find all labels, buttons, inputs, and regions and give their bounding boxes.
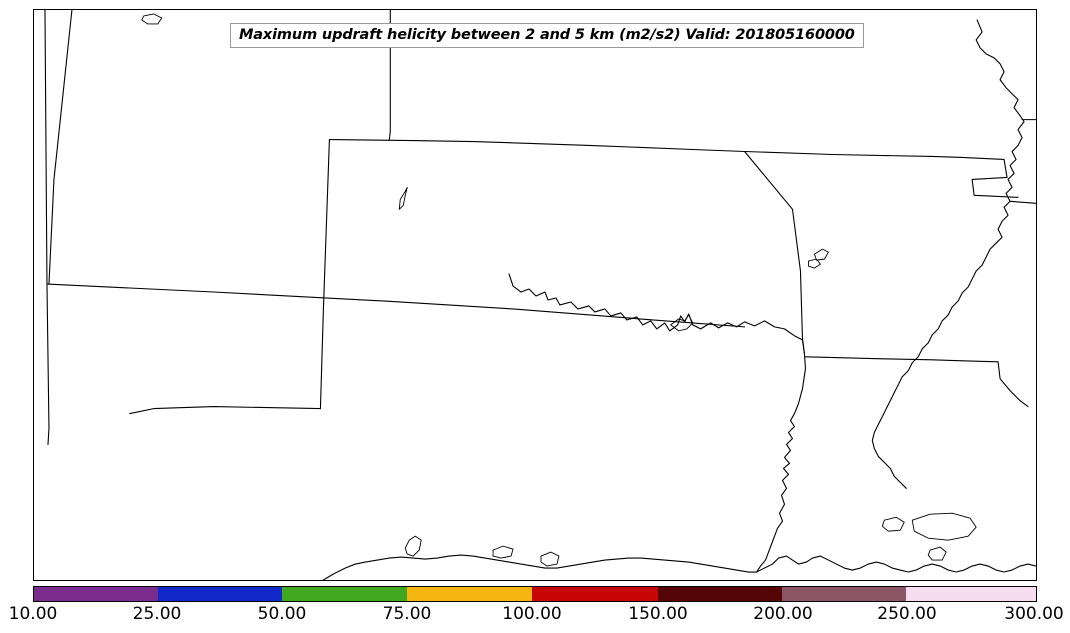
state-border-ar-mo-bootheel xyxy=(962,157,1018,197)
colorbar-tick-200: 200.00 xyxy=(753,604,813,624)
state-border-ks-mo-east xyxy=(389,10,390,140)
state-border-ok-panhandle-top xyxy=(329,140,473,142)
colorbar-tick-50: 50.00 xyxy=(257,604,307,624)
colorbar-segment-200-250 xyxy=(782,587,907,601)
colorbar-segment-10-25 xyxy=(34,587,158,601)
river-mississippi xyxy=(872,20,1024,488)
colorbar-tick-10: 10.00 xyxy=(8,604,58,624)
colorbar-tick-250: 250.00 xyxy=(877,604,937,624)
state-border-ok-ks-north xyxy=(473,142,744,152)
state-border-nm-co-west xyxy=(45,10,49,444)
state-border-ok-tx-red-river xyxy=(509,274,802,340)
state-border-co-nm-diagonal xyxy=(49,10,72,284)
lake-arkansas-small xyxy=(808,258,821,269)
colorbar-tick-100: 100.00 xyxy=(502,604,562,624)
bay-matagorda xyxy=(492,545,514,559)
state-border-ok-ar-east xyxy=(745,152,805,354)
colorbar-segment-50-75 xyxy=(282,587,408,601)
state-border-ok-panhandle-west xyxy=(320,140,329,409)
bay-sabine-lake xyxy=(540,551,560,567)
colorbar-tick-75: 75.00 xyxy=(382,604,432,624)
coastline-gulf-louisiana xyxy=(757,556,1036,572)
map-geography xyxy=(34,10,1036,580)
state-border-tx-la-sabine xyxy=(757,369,806,572)
state-border-co-ks-south xyxy=(47,284,745,327)
colorbar-tick-25: 25.00 xyxy=(132,604,182,624)
colorbar[interactable] xyxy=(33,586,1037,602)
map-axes[interactable]: Maximum updraft helicity between 2 and 5… xyxy=(33,9,1037,581)
colorbar-tick-150: 150.00 xyxy=(628,604,688,624)
colorbar-segment-150-200 xyxy=(657,587,783,601)
bay-galveston xyxy=(404,535,422,557)
lake-pontchartrain xyxy=(911,512,977,541)
colorbar-tick-labels: 10.00 25.00 50.00 75.00 100.00 150.00 20… xyxy=(0,604,1070,632)
coastline-gulf-texas xyxy=(323,555,756,580)
state-border-tx-ar-corner xyxy=(802,340,805,369)
lake-coastal-small xyxy=(927,546,947,561)
state-border-ar-la-south xyxy=(805,357,962,361)
state-border-la-ms-east xyxy=(962,361,1028,407)
state-border-tx-panhandle-north xyxy=(130,407,321,414)
lake-ouachita xyxy=(813,248,829,261)
lake-texoma xyxy=(670,314,694,332)
colorbar-segment-25-50 xyxy=(157,587,283,601)
state-border-mo-ar-north xyxy=(745,152,963,158)
plot-title: Maximum updraft helicity between 2 and 5… xyxy=(230,23,864,49)
lake-maurepas xyxy=(881,516,905,532)
colorbar-segment-75-100 xyxy=(407,587,532,601)
colorbar-segment-250-300 xyxy=(906,587,1036,601)
lake-optima-reservoir xyxy=(398,186,408,210)
state-border-ms-al-east xyxy=(1010,201,1036,203)
lake-kansas-small xyxy=(141,13,163,25)
colorbar-tick-300: 300.00 xyxy=(1004,604,1064,624)
colorbar-segment-100-150 xyxy=(531,587,658,601)
